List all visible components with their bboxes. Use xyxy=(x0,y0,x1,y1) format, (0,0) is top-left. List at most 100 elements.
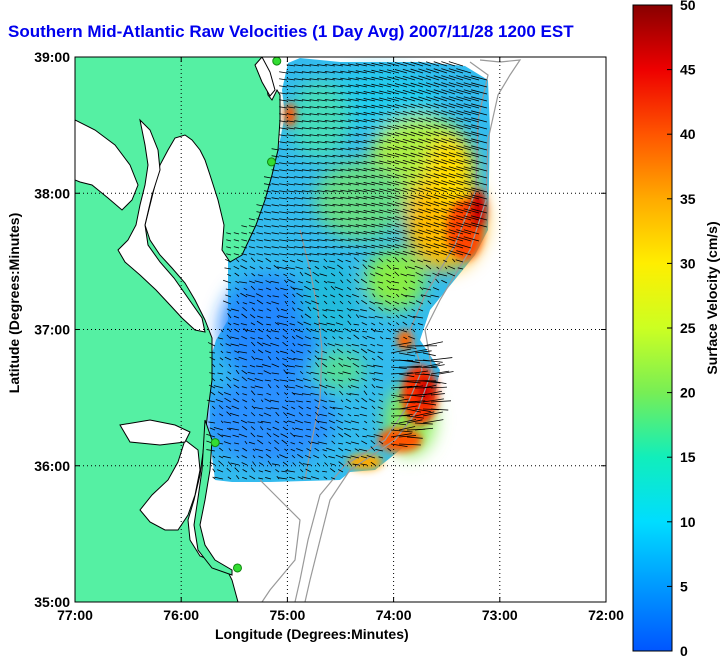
velocity-arrow xyxy=(346,294,352,298)
velocity-arrow xyxy=(379,181,392,186)
velocity-arrow xyxy=(225,405,232,410)
y-tick-label: 35:00 xyxy=(34,594,70,610)
velocity-arrow xyxy=(390,348,412,354)
velocity-arrow xyxy=(301,218,312,221)
colorbar-tick-label: 10 xyxy=(680,514,696,530)
velocity-arrow xyxy=(329,426,336,431)
velocity-arrow xyxy=(371,237,384,242)
velocity-arrow xyxy=(294,127,304,130)
velocity-arrow xyxy=(324,176,336,179)
velocity-arrow xyxy=(471,131,488,137)
velocity-arrow xyxy=(441,166,456,172)
velocity-arrow xyxy=(471,215,488,221)
velocity-arrow xyxy=(471,117,488,123)
velocity-arrow xyxy=(230,308,240,312)
velocity-arrow xyxy=(339,300,344,305)
velocity-arrow xyxy=(256,299,264,305)
velocity-arrow xyxy=(390,372,413,375)
velocity-arrow xyxy=(332,84,344,88)
velocity-arrow xyxy=(298,441,304,445)
velocity-arrow xyxy=(425,243,440,249)
velocity-arrow xyxy=(463,180,480,186)
velocity-arrow xyxy=(340,238,352,242)
velocity-arrow xyxy=(332,175,344,179)
velocity-arrow xyxy=(410,208,424,214)
velocity-arrow xyxy=(410,180,424,186)
velocity-arrow xyxy=(242,447,248,452)
velocity-arrow xyxy=(338,362,344,368)
x-tick-label: 75:00 xyxy=(269,607,305,623)
velocity-arrow xyxy=(372,364,384,368)
velocity-arrow xyxy=(355,272,360,277)
velocity-arrow xyxy=(307,267,312,270)
velocity-arrow xyxy=(302,378,312,382)
barrier-island xyxy=(193,419,233,576)
velocity-arrow xyxy=(324,127,336,130)
velocity-arrow xyxy=(324,106,336,109)
velocity-arrow xyxy=(274,322,280,326)
velocity-arrow xyxy=(294,176,304,179)
velocity-arrow xyxy=(394,257,400,263)
velocity-arrow xyxy=(347,224,360,228)
velocity-arrow xyxy=(274,447,280,452)
velocity-arrow xyxy=(241,425,248,431)
velocity-arrow xyxy=(355,84,368,88)
velocity-arrow xyxy=(266,334,272,340)
velocity-arrow xyxy=(250,390,256,396)
velocity-arrow xyxy=(332,350,336,354)
velocity-arrow xyxy=(324,190,336,193)
velocity-arrow xyxy=(267,460,272,466)
velocity-arrow xyxy=(332,98,344,102)
velocity-arrow xyxy=(295,335,304,340)
velocity-arrow xyxy=(379,251,392,256)
velocity-arrow xyxy=(301,183,312,186)
velocity-arrow xyxy=(298,412,304,417)
velocity-arrow xyxy=(241,462,248,466)
velocity-arrow xyxy=(334,329,344,333)
velocity-arrow xyxy=(294,162,304,165)
velocity-arrow xyxy=(314,266,320,270)
velocity-arrow xyxy=(441,61,456,67)
velocity-arrow xyxy=(278,315,288,319)
velocity-arrow xyxy=(314,350,320,354)
velocity-arrow xyxy=(295,427,304,431)
velocity-arrow xyxy=(363,175,376,179)
velocity-arrow xyxy=(306,400,312,403)
velocity-arrow xyxy=(279,134,288,137)
velocity-arrow xyxy=(264,379,272,382)
velocity-arrow xyxy=(379,132,392,137)
velocity-arrow xyxy=(340,112,352,116)
velocity-arrow xyxy=(340,77,352,81)
velocity-arrow xyxy=(347,189,360,193)
velocity-arrow xyxy=(410,194,424,200)
velocity-arrow xyxy=(293,434,304,438)
velocity-arrow xyxy=(286,176,296,179)
velocity-arrow xyxy=(456,201,472,207)
velocity-arrow xyxy=(225,294,232,298)
colorbar-tick-label: 40 xyxy=(680,126,696,142)
velocity-arrow xyxy=(418,61,432,67)
velocity-arrow xyxy=(402,321,408,326)
velocity-arrow xyxy=(276,455,280,459)
velocity-arrow xyxy=(471,159,488,165)
velocity-arrow xyxy=(363,210,376,214)
velocity-arrow xyxy=(448,145,464,151)
velocity-arrow xyxy=(394,202,408,207)
velocity-arrow xyxy=(232,434,240,438)
velocity-arrow xyxy=(448,131,464,137)
velocity-arrow xyxy=(346,350,352,354)
velocity-arrow xyxy=(327,266,336,270)
velocity-arrow xyxy=(284,399,288,403)
velocity-arrow xyxy=(294,85,304,88)
velocity-arrow xyxy=(301,211,312,214)
velocity-arrow xyxy=(387,153,400,158)
velocity-arrow xyxy=(387,90,400,95)
velocity-arrow xyxy=(289,476,296,480)
velocity-arrow xyxy=(394,76,408,81)
velocity-arrow xyxy=(258,414,264,417)
velocity-arrow xyxy=(363,70,376,74)
velocity-arrow xyxy=(282,328,288,333)
velocity-arrow xyxy=(425,68,440,74)
velocity-arrow xyxy=(355,210,368,214)
velocity-arrow xyxy=(332,231,344,235)
